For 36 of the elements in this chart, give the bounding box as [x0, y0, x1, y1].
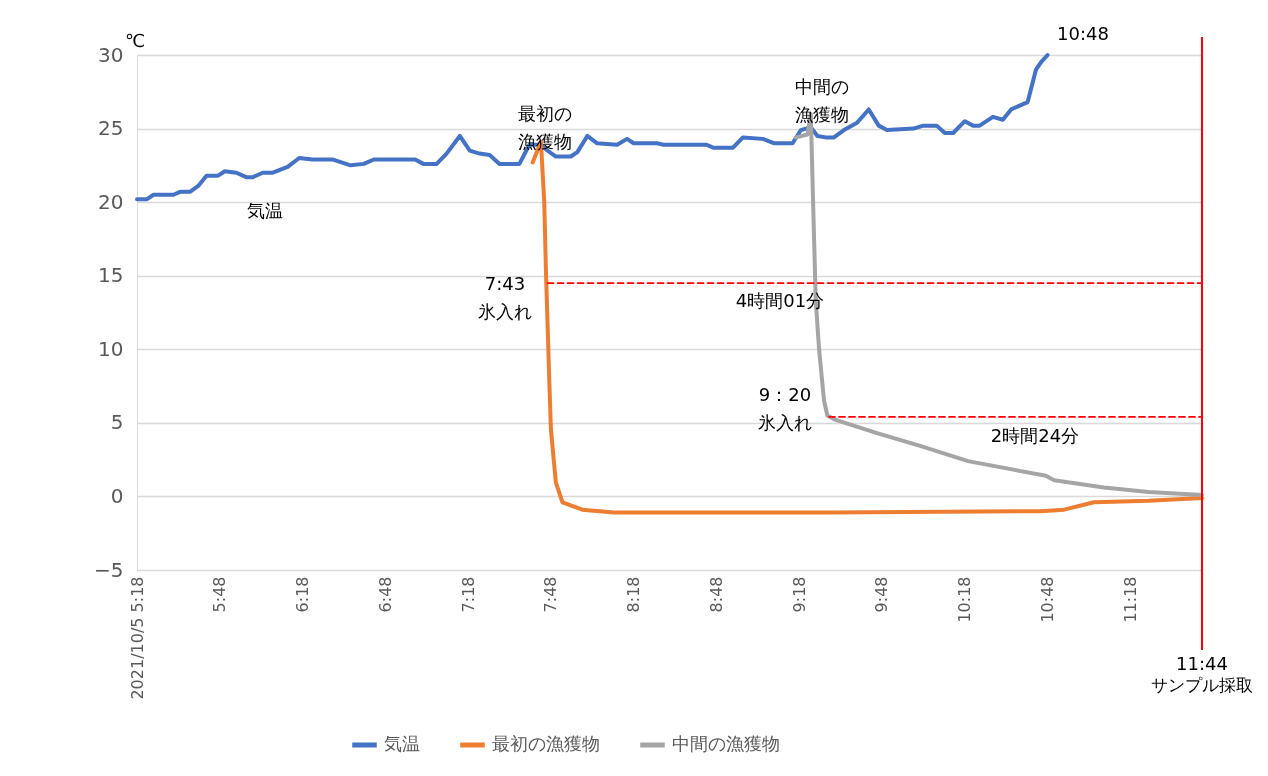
x-tick-label: 6:18	[293, 576, 313, 613]
annotation: 最初の漁獲物	[518, 103, 572, 152]
line-series	[135, 53, 1050, 202]
annotation: 中間の漁獲物	[795, 76, 849, 125]
x-tick-label: 9:18	[789, 576, 809, 613]
x-tick-label: 6:48	[375, 576, 395, 613]
x-tick-label: 2021/10/5 5:18	[127, 576, 147, 700]
x-tick-label: 8:48	[706, 576, 726, 613]
text: 10:48	[1057, 23, 1109, 44]
legend-label: 気温	[383, 733, 420, 754]
x-tick-label: 10:18	[955, 576, 975, 623]
x-tick-label: 7:18	[458, 576, 478, 613]
annotation: 4時間01分	[735, 290, 825, 311]
text: 11:44	[1176, 653, 1228, 674]
x-tick-label: 11:18	[1120, 576, 1140, 623]
x-tick-label: 9:48	[872, 576, 892, 613]
x-tick-label: 7:48	[541, 576, 561, 613]
legend-label: 最初の漁獲物	[491, 733, 600, 754]
x-tick-label: 5:48	[210, 576, 230, 613]
annotation: 9：20氷入れ	[758, 384, 812, 433]
ref-line-label: サンプル採取	[1151, 675, 1253, 695]
y-tick-label: 15	[98, 263, 124, 288]
y-tick-label: 5	[110, 410, 124, 435]
annotation: 2時間24分	[990, 425, 1080, 446]
x-tick-label: 10:48	[1038, 576, 1058, 623]
y-tick-label: 30	[98, 42, 124, 67]
annotation: 気温	[247, 200, 283, 221]
annotation: 7:43氷入れ	[478, 273, 532, 322]
y-tick-label: 25	[98, 116, 124, 141]
y-tick-label: −5	[94, 557, 124, 582]
legend-label: 中間の漁獲物	[671, 733, 780, 754]
y-axis-title: ℃	[125, 30, 146, 51]
y-tick-label: 0	[110, 483, 124, 508]
y-tick-label: 20	[98, 189, 124, 214]
x-tick-label: 8:18	[624, 576, 644, 613]
y-tick-label: 10	[98, 336, 124, 361]
